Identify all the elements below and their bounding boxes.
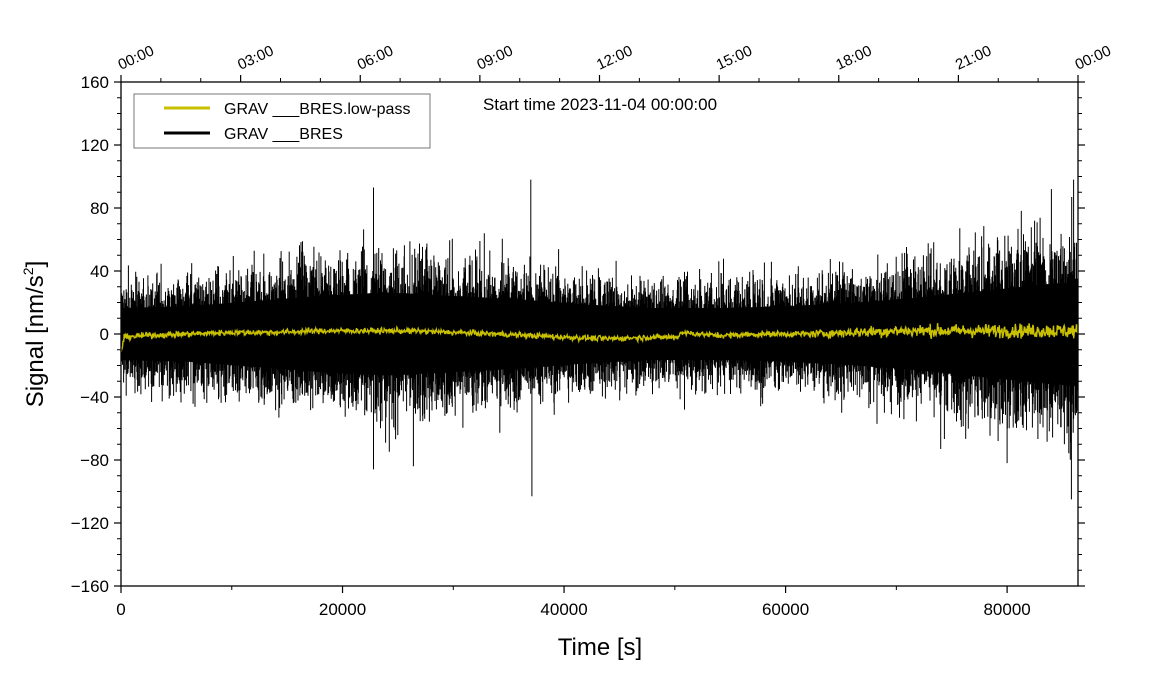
- legend: GRAV ___BRES.low-pass GRAV ___BRES: [133, 93, 431, 149]
- y-tick-label: 40: [90, 262, 109, 281]
- x-tick-label: 20000: [319, 600, 366, 619]
- y-axis: −160 −120 −80 −40 0 40 80 120 160: [71, 73, 1085, 596]
- x-tick-label: 40000: [540, 600, 587, 619]
- y-tick-label: −40: [80, 388, 109, 407]
- y-tick-label: 0: [100, 325, 109, 344]
- legend-label-raw: GRAV ___BRES: [224, 126, 343, 143]
- y-tick-label: −80: [80, 451, 109, 470]
- series-grav-bres-lowpass: [120, 323, 1079, 353]
- lowpass-trace: [120, 323, 1079, 353]
- x-tick-label: 0: [116, 600, 125, 619]
- series-grav-bres: [120, 179, 1079, 500]
- x-tick-label: 80000: [983, 600, 1030, 619]
- y-axis-label: Signal [nm/s2]: [20, 261, 49, 408]
- legend-label-lowpass: GRAV ___BRES.low-pass: [224, 101, 410, 118]
- x-axis-label: Time [s]: [558, 634, 642, 661]
- x-tick-label: 60000: [762, 600, 809, 619]
- y-tick-label: 160: [81, 73, 109, 92]
- raw-signal-core: [121, 282, 1078, 386]
- y-tick-label: −120: [71, 514, 109, 533]
- y-tick-label: 80: [90, 199, 109, 218]
- x-axis: 0 20000 40000 60000 80000: [116, 586, 1031, 619]
- legend-box: [133, 93, 431, 149]
- y-tick-label: −160: [71, 577, 109, 596]
- start-time-annotation: Start time 2023-11-04 00:00:00: [483, 95, 717, 114]
- plot-area: [120, 179, 1079, 500]
- y-tick-label: 120: [81, 136, 109, 155]
